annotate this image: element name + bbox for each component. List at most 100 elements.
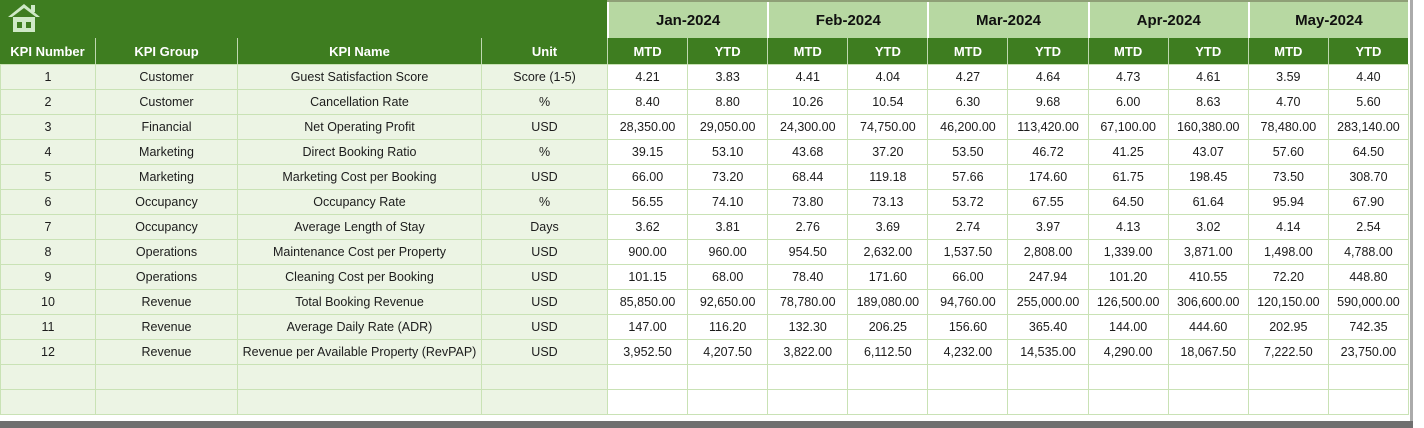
value-cell[interactable]: 3.83 (687, 64, 768, 89)
value-cell[interactable]: 61.64 (1167, 189, 1248, 214)
kpi-name-cell[interactable]: Marketing Cost per Booking (237, 164, 481, 189)
value-cell[interactable]: 53.72 (927, 189, 1008, 214)
value-cell[interactable]: 448.80 (1327, 264, 1408, 289)
value-cell[interactable]: 73.20 (687, 164, 768, 189)
value-cell[interactable]: 2,632.00 (847, 239, 928, 264)
value-cell[interactable]: 68.00 (687, 264, 768, 289)
kpi-group-cell[interactable]: Revenue (95, 289, 237, 314)
unit-cell[interactable]: USD (481, 314, 607, 339)
value-cell[interactable]: 4,232.00 (927, 339, 1008, 364)
value-cell[interactable]: 29,050.00 (687, 114, 768, 139)
kpi-group-cell[interactable]: Occupancy (95, 189, 237, 214)
empty-cell[interactable] (1007, 364, 1088, 389)
value-cell[interactable]: 14,535.00 (1007, 339, 1088, 364)
value-cell[interactable]: 74,750.00 (847, 114, 928, 139)
value-cell[interactable]: 2.76 (767, 214, 848, 239)
value-cell[interactable]: 74.10 (687, 189, 768, 214)
value-cell[interactable]: 174.60 (1007, 164, 1088, 189)
month-header-apr-2024[interactable]: Apr-2024 (1089, 2, 1248, 38)
value-cell[interactable]: 144.00 (1087, 314, 1168, 339)
column-header-apr-2024-ytd[interactable]: YTD (1167, 38, 1248, 64)
value-cell[interactable]: 7,222.50 (1247, 339, 1328, 364)
value-cell[interactable]: 57.66 (927, 164, 1008, 189)
value-cell[interactable]: 9.68 (1007, 89, 1088, 114)
value-cell[interactable]: 4.41 (767, 64, 848, 89)
value-cell[interactable]: 4.21 (607, 64, 688, 89)
value-cell[interactable]: 78,780.00 (767, 289, 848, 314)
unit-cell[interactable]: USD (481, 339, 607, 364)
empty-cell[interactable] (1247, 389, 1328, 414)
value-cell[interactable]: 206.25 (847, 314, 928, 339)
value-cell[interactable]: 41.25 (1087, 139, 1168, 164)
value-cell[interactable]: 101.20 (1087, 264, 1168, 289)
value-cell[interactable]: 189,080.00 (847, 289, 928, 314)
empty-cell[interactable] (237, 364, 481, 389)
value-cell[interactable]: 3.59 (1247, 64, 1328, 89)
value-cell[interactable]: 39.15 (607, 139, 688, 164)
empty-cell[interactable] (847, 389, 928, 414)
value-cell[interactable]: 8.63 (1167, 89, 1248, 114)
value-cell[interactable]: 23,750.00 (1327, 339, 1408, 364)
value-cell[interactable]: 46.72 (1007, 139, 1088, 164)
value-cell[interactable]: 3,871.00 (1167, 239, 1248, 264)
month-header-jan-2024[interactable]: Jan-2024 (609, 2, 768, 38)
value-cell[interactable]: 742.35 (1327, 314, 1408, 339)
value-cell[interactable]: 4.04 (847, 64, 928, 89)
kpi-name-cell[interactable]: Occupancy Rate (237, 189, 481, 214)
value-cell[interactable]: 4.14 (1247, 214, 1328, 239)
value-cell[interactable]: 4,788.00 (1327, 239, 1408, 264)
value-cell[interactable]: 6.00 (1087, 89, 1168, 114)
value-cell[interactable]: 85,850.00 (607, 289, 688, 314)
value-cell[interactable]: 147.00 (607, 314, 688, 339)
value-cell[interactable]: 64.50 (1087, 189, 1168, 214)
empty-cell[interactable] (607, 364, 688, 389)
kpi-name-cell[interactable]: Maintenance Cost per Property (237, 239, 481, 264)
kpi-name-cell[interactable]: Revenue per Available Property (RevPAP) (237, 339, 481, 364)
unit-cell[interactable]: USD (481, 264, 607, 289)
value-cell[interactable]: 95.94 (1247, 189, 1328, 214)
value-cell[interactable]: 4.40 (1327, 64, 1408, 89)
column-header-may-2024-ytd[interactable]: YTD (1327, 38, 1408, 64)
value-cell[interactable]: 46,200.00 (927, 114, 1008, 139)
value-cell[interactable]: 119.18 (847, 164, 928, 189)
value-cell[interactable]: 73.13 (847, 189, 928, 214)
empty-cell[interactable] (95, 364, 237, 389)
kpi-number-cell[interactable]: 11 (0, 314, 95, 339)
empty-cell[interactable] (1007, 389, 1088, 414)
value-cell[interactable]: 67.90 (1327, 189, 1408, 214)
value-cell[interactable]: 73.50 (1247, 164, 1328, 189)
value-cell[interactable]: 198.45 (1167, 164, 1248, 189)
column-header-apr-2024-mtd[interactable]: MTD (1087, 38, 1168, 64)
value-cell[interactable]: 3.81 (687, 214, 768, 239)
unit-cell[interactable]: USD (481, 239, 607, 264)
value-cell[interactable]: 590,000.00 (1327, 289, 1408, 314)
unit-cell[interactable]: USD (481, 164, 607, 189)
empty-cell[interactable] (927, 389, 1008, 414)
value-cell[interactable]: 10.26 (767, 89, 848, 114)
value-cell[interactable]: 66.00 (607, 164, 688, 189)
value-cell[interactable]: 255,000.00 (1007, 289, 1088, 314)
column-header-jan-2024-ytd[interactable]: YTD (687, 38, 767, 64)
value-cell[interactable]: 116.20 (687, 314, 768, 339)
value-cell[interactable]: 101.15 (607, 264, 688, 289)
value-cell[interactable]: 3.69 (847, 214, 928, 239)
empty-cell[interactable] (847, 364, 928, 389)
kpi-number-cell[interactable]: 12 (0, 339, 95, 364)
unit-cell[interactable]: % (481, 189, 607, 214)
kpi-group-cell[interactable]: Revenue (95, 339, 237, 364)
empty-cell[interactable] (1327, 364, 1408, 389)
value-cell[interactable]: 308.70 (1327, 164, 1408, 189)
value-cell[interactable]: 94,760.00 (927, 289, 1008, 314)
value-cell[interactable]: 92,650.00 (687, 289, 768, 314)
empty-cell[interactable] (481, 364, 607, 389)
kpi-group-cell[interactable]: Financial (95, 114, 237, 139)
column-header-may-2024-mtd[interactable]: MTD (1247, 38, 1328, 64)
month-header-mar-2024[interactable]: Mar-2024 (929, 2, 1088, 38)
value-cell[interactable]: 171.60 (847, 264, 928, 289)
value-cell[interactable]: 53.10 (687, 139, 768, 164)
value-cell[interactable]: 57.60 (1247, 139, 1328, 164)
value-cell[interactable]: 66.00 (927, 264, 1008, 289)
value-cell[interactable]: 1,498.00 (1247, 239, 1328, 264)
value-cell[interactable]: 28,350.00 (607, 114, 688, 139)
empty-cell[interactable] (1327, 389, 1408, 414)
